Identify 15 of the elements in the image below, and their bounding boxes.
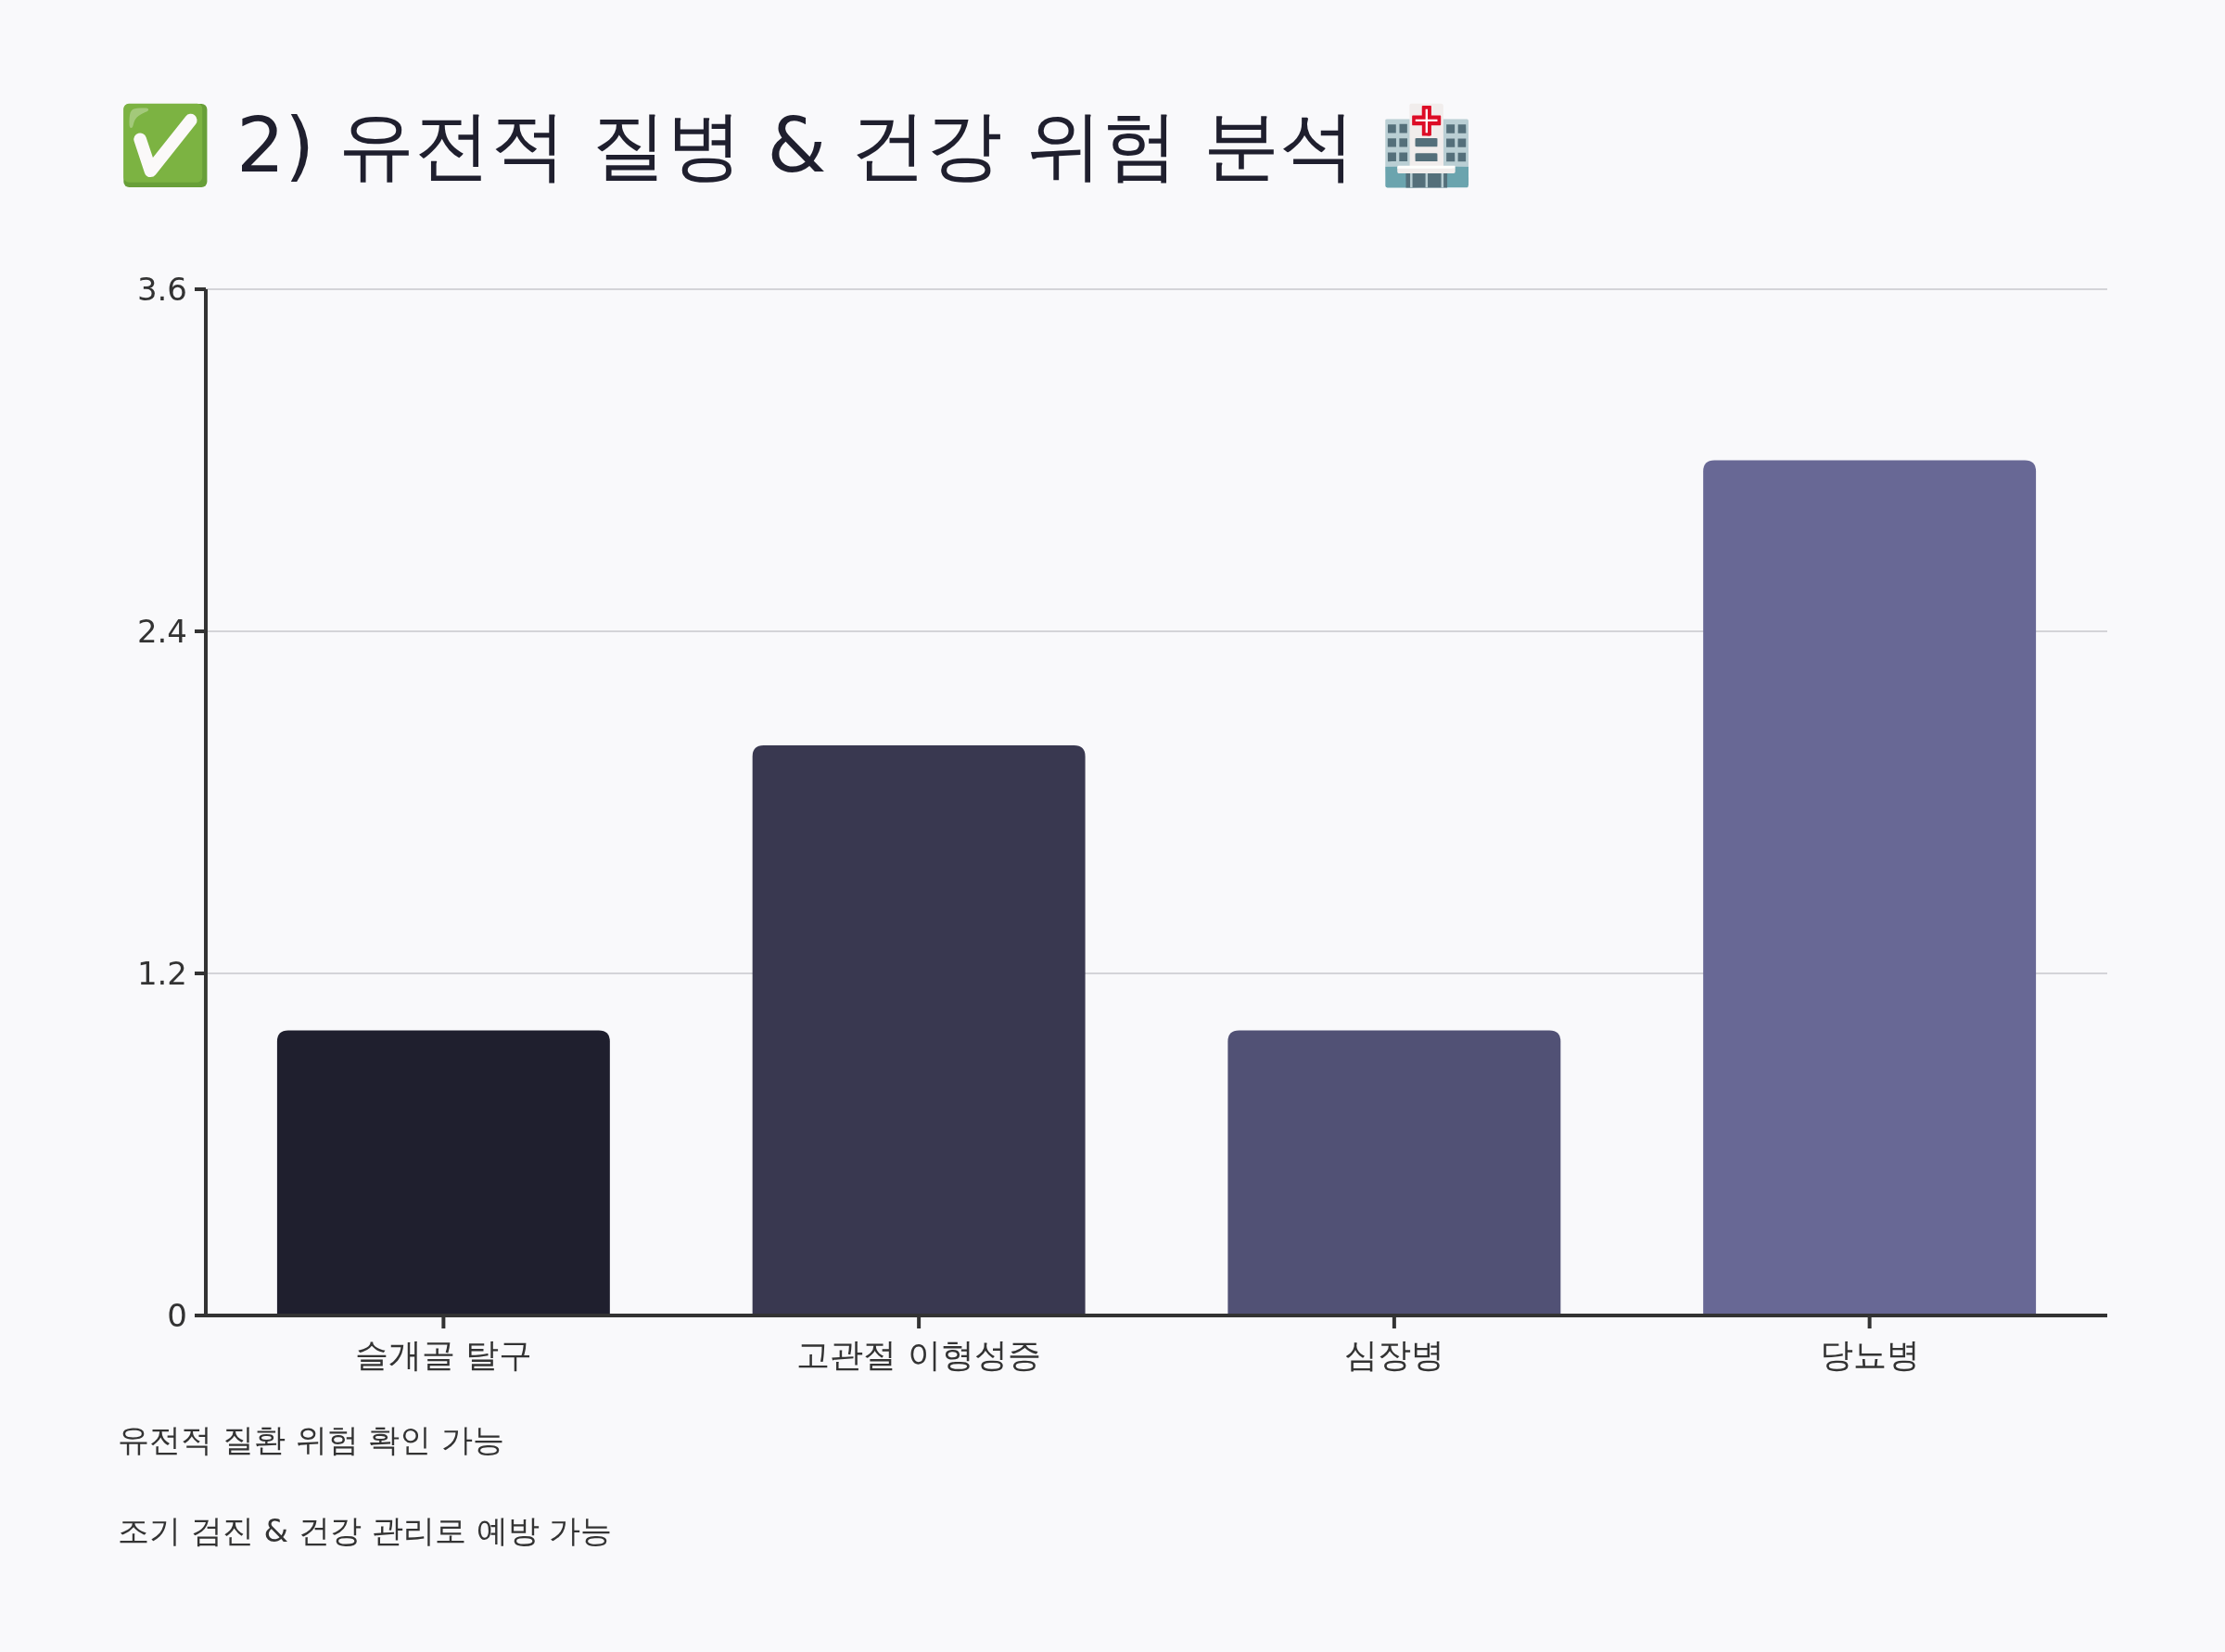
y-tick-label: 3.6 [136,271,187,308]
x-tick-label: 슬개골 탈구 [354,1336,533,1374]
bar [1703,460,2037,1315]
bar [276,1030,610,1315]
x-tick-label: 고관절 이형성증 [796,1336,1041,1374]
y-tick-label: 1.2 [136,955,187,992]
bar [752,745,1086,1315]
y-tick-label: 2.4 [136,613,187,650]
x-tick-label: 당뇨병 [1819,1336,1920,1374]
bar [1227,1030,1561,1315]
y-tick-label: 0 [167,1297,187,1334]
text: 유전적 질환 위험 확인 가능 [118,1421,505,1458]
chart-title: ✅ 2) 유전적 질병 & 건강 위험 분석 🏥 [118,101,1474,189]
x-tick-label: 심장병 [1343,1336,1444,1374]
text: 조기 검진 & 건강 관리로 예방 가능 [118,1512,613,1549]
